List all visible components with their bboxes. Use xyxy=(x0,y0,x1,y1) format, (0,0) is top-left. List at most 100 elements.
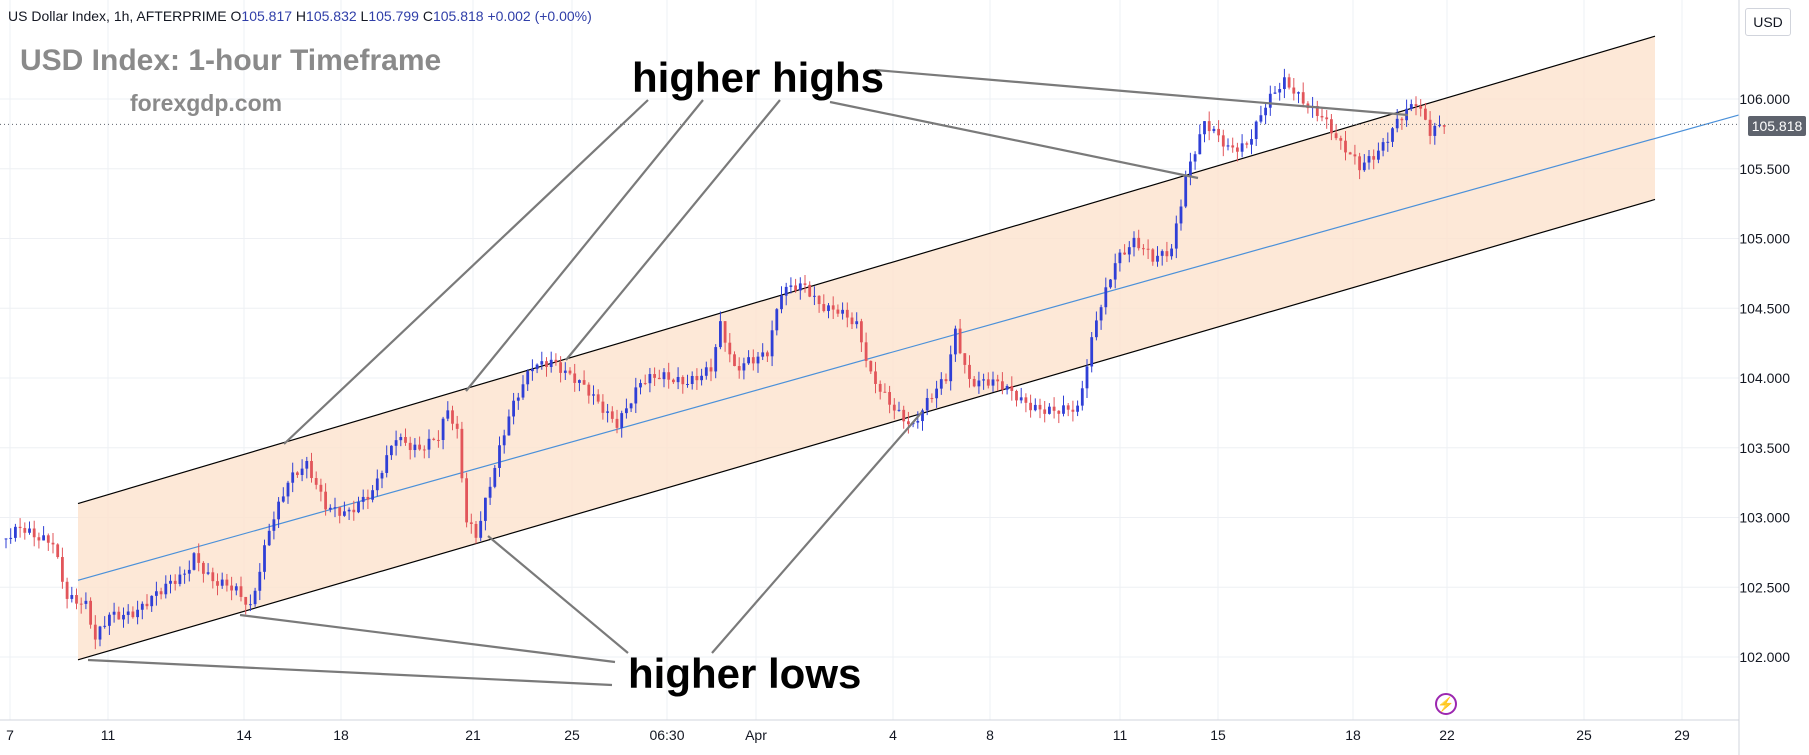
candle-body xyxy=(1320,115,1324,118)
candle-body xyxy=(540,361,544,365)
candle-body xyxy=(465,478,468,523)
candle-body xyxy=(643,383,647,385)
candle-body xyxy=(1367,156,1371,163)
candle-body xyxy=(488,486,492,498)
channel-upper-line[interactable] xyxy=(77,35,1656,505)
candle-body xyxy=(1189,161,1192,177)
candle-body xyxy=(333,507,337,509)
price-axis-panel[interactable] xyxy=(1739,0,1809,720)
candle-body xyxy=(1424,108,1427,120)
candle-body xyxy=(1024,397,1028,403)
candle-body xyxy=(1419,106,1423,109)
candle-body xyxy=(79,603,83,605)
candle-body xyxy=(831,305,835,310)
candle-body xyxy=(813,295,816,297)
candle-body xyxy=(145,603,149,607)
candle-body xyxy=(1395,118,1399,129)
candle-body xyxy=(1278,89,1282,93)
candle-body xyxy=(502,435,506,446)
price-tick-label: 103.000 xyxy=(1739,510,1790,526)
pointer-line xyxy=(711,411,923,654)
candle-body xyxy=(37,537,41,541)
candle-body xyxy=(225,579,229,586)
candle-body xyxy=(422,449,426,451)
candle-body xyxy=(587,384,591,396)
time-tick-label: 25 xyxy=(564,727,580,743)
lightning-bolt-icon[interactable]: ⚡ xyxy=(1435,693,1457,715)
candle-body xyxy=(1334,133,1338,139)
candle-body xyxy=(89,600,92,625)
candle-body xyxy=(714,347,718,372)
candle-body xyxy=(1268,93,1272,108)
candle-body xyxy=(1156,255,1159,262)
candle-body xyxy=(1203,121,1206,135)
candle-body xyxy=(281,496,285,502)
candle-body xyxy=(305,460,309,469)
candle-body xyxy=(1353,154,1357,157)
close-label: C xyxy=(422,8,433,24)
candle-body xyxy=(996,379,1000,382)
candle-body xyxy=(634,387,638,404)
candle-body xyxy=(1005,386,1009,390)
candle-body xyxy=(1259,115,1263,122)
candle-body xyxy=(324,491,327,510)
candle-body xyxy=(357,501,360,513)
candle-body xyxy=(568,370,572,374)
candle-body xyxy=(286,482,290,497)
time-tick-label: Apr xyxy=(745,727,767,743)
open-value: 105.817 xyxy=(241,8,293,24)
candle-body xyxy=(319,484,323,492)
candle-body xyxy=(253,590,257,605)
candle-body xyxy=(51,542,55,545)
candle-body xyxy=(56,544,60,558)
candle-body xyxy=(878,383,882,392)
candle-body xyxy=(1381,142,1385,151)
symbol-legend[interactable]: US Dollar Index, 1h, AFTERPRIME O105.817… xyxy=(8,8,592,24)
candle-body xyxy=(1179,206,1183,224)
candle-body xyxy=(117,611,121,620)
candle-body xyxy=(314,478,318,485)
candle-body xyxy=(1099,307,1103,321)
candle-body xyxy=(526,371,530,385)
candle-body xyxy=(803,283,807,285)
currency-button[interactable]: USD xyxy=(1745,8,1791,36)
candle-body xyxy=(498,445,501,468)
chart-heading: USD Index: 1-hour Timeframe xyxy=(20,44,442,77)
candle-body xyxy=(916,421,920,423)
candle-body xyxy=(1137,237,1141,249)
pointer-line xyxy=(829,100,1199,180)
candle-body xyxy=(601,401,605,413)
candle-body xyxy=(1071,409,1075,412)
candle-body xyxy=(1123,252,1126,255)
candle-body xyxy=(728,342,732,355)
candle-body xyxy=(1301,92,1305,104)
candle-body xyxy=(1080,388,1084,406)
candle-body xyxy=(1438,125,1441,127)
candle-body xyxy=(1052,406,1056,411)
candle-body xyxy=(178,574,182,584)
candle-body xyxy=(347,509,351,512)
candlestick-series[interactable] xyxy=(4,68,1446,650)
candle-body xyxy=(780,295,783,310)
candle-body xyxy=(883,391,887,393)
candle-body xyxy=(1146,248,1150,250)
symbol-name: US Dollar Index, 1h, AFTERPRIME xyxy=(8,8,227,24)
channel-mid-line[interactable] xyxy=(77,114,1740,581)
candle-body xyxy=(704,367,708,376)
candle-body xyxy=(747,357,750,364)
candle-body xyxy=(972,378,976,387)
time-tick-label: 14 xyxy=(236,727,252,743)
candle-body xyxy=(84,600,88,604)
candle-body xyxy=(371,490,374,500)
candle-body xyxy=(874,371,877,384)
time-tick-label: 15 xyxy=(1210,727,1226,743)
channel-lower-line[interactable] xyxy=(77,198,1656,661)
candle-body xyxy=(390,445,393,456)
candle-body xyxy=(709,367,713,372)
candle-body xyxy=(206,572,210,574)
candle-body xyxy=(272,519,276,531)
candle-body xyxy=(921,410,924,422)
candle-body xyxy=(864,342,868,361)
candle-body xyxy=(907,421,910,425)
